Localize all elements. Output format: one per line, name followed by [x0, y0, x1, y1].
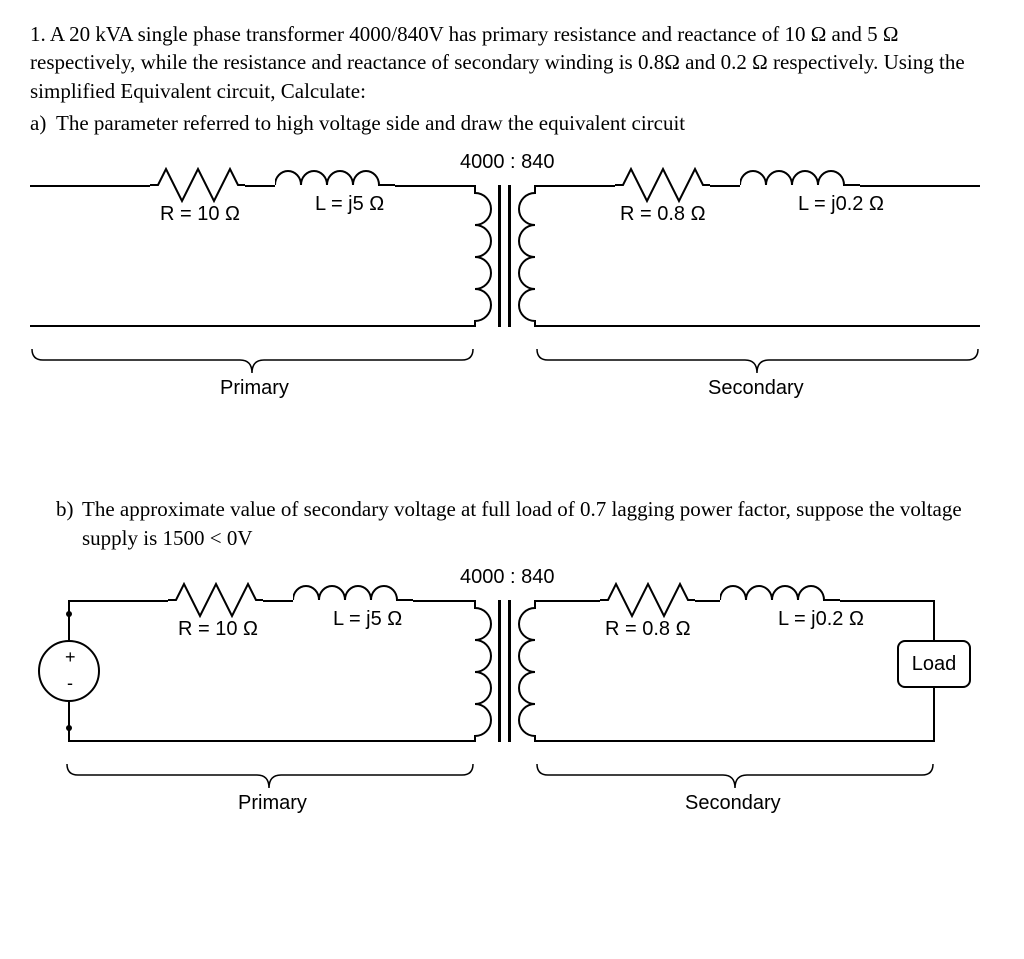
wire: [933, 688, 935, 742]
wire: [840, 600, 935, 602]
part-a-letter: a): [30, 109, 56, 137]
resistor-secondary-b: [600, 582, 695, 618]
wire: [710, 185, 740, 187]
primary-brace-label-b: Primary: [238, 792, 307, 815]
circuit-b: + - Load 4000 : 840 R = 10 Ω L = j5 Ω: [30, 570, 990, 890]
wire: [860, 185, 980, 187]
secondary-coil: [518, 185, 548, 327]
wire: [30, 325, 475, 327]
primary-brace-b: [65, 762, 475, 790]
problem-intro: 1. A 20 kVA single phase transformer 400…: [30, 20, 994, 105]
primary-brace-label: Primary: [220, 377, 289, 400]
wire: [695, 600, 720, 602]
core-bar: [498, 185, 501, 327]
resistor-primary-b: [168, 582, 263, 618]
primary-brace: [30, 347, 475, 375]
ratio-label: 4000 : 840: [460, 151, 555, 174]
wire: [68, 600, 168, 602]
primary-l-label-b: L = j5 Ω: [333, 608, 402, 631]
wire: [68, 600, 70, 640]
wire: [933, 600, 935, 640]
secondary-brace-label: Secondary: [708, 377, 804, 400]
secondary-l-label: L = j0.2 Ω: [798, 193, 884, 216]
primary-coil-b: [462, 600, 492, 742]
plus-sign: +: [65, 647, 76, 668]
primary-l-label: L = j5 Ω: [315, 193, 384, 216]
part-b-text: The approximate value of secondary volta…: [82, 497, 962, 549]
wire: [535, 740, 935, 742]
resistor-primary: [150, 167, 245, 203]
part-b-container: b)The approximate value of secondary vol…: [30, 495, 994, 552]
wire: [535, 325, 980, 327]
primary-r-label-b: R = 10 Ω: [178, 618, 258, 641]
wire: [68, 702, 70, 742]
circuit-a: 4000 : 840 R = 10 Ω L = j5 Ω R = 0.8 Ω L…: [30, 155, 990, 435]
part-a-container: a)The parameter referred to high voltage…: [30, 109, 994, 137]
part-b-letter: b): [56, 495, 82, 523]
primary-coil: [462, 185, 492, 327]
core-bar: [508, 600, 511, 742]
ratio-label-b: 4000 : 840: [460, 566, 555, 589]
secondary-r-label-b: R = 0.8 Ω: [605, 618, 691, 641]
primary-r-label: R = 10 Ω: [160, 203, 240, 226]
wire: [30, 185, 150, 187]
minus-sign: -: [67, 673, 73, 694]
wire: [68, 740, 475, 742]
secondary-brace-label-b: Secondary: [685, 792, 781, 815]
secondary-coil-b: [518, 600, 548, 742]
wire: [245, 185, 275, 187]
load-box: Load: [897, 640, 971, 688]
wire: [535, 600, 600, 602]
wire: [535, 185, 615, 187]
resistor-secondary: [615, 167, 710, 203]
secondary-brace: [535, 347, 980, 375]
core-bar: [498, 600, 501, 742]
secondary-r-label: R = 0.8 Ω: [620, 203, 706, 226]
secondary-brace-b: [535, 762, 935, 790]
core-bar: [508, 185, 511, 327]
secondary-l-label-b: L = j0.2 Ω: [778, 608, 864, 631]
part-a-text: The parameter referred to high voltage s…: [56, 111, 685, 135]
wire: [263, 600, 293, 602]
